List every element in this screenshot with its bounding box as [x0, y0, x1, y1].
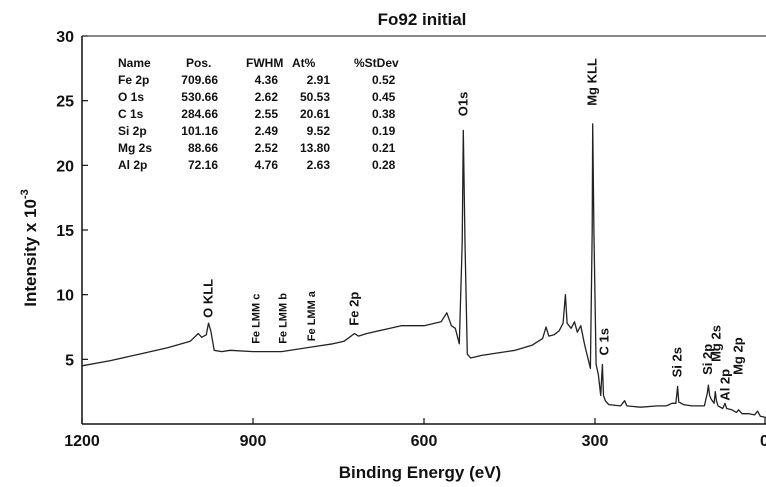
y-tick-label: 10: [56, 288, 74, 305]
table-cell: 101.16: [181, 124, 218, 138]
peak-label: Fe LMM b: [278, 293, 290, 344]
peak-label: Fe LMM c: [250, 294, 262, 344]
peak-label: Fe 2p: [347, 292, 362, 326]
table-cell: Al 2p: [118, 158, 147, 172]
spectrum-line: [81, 123, 766, 419]
table-header: %StDev: [354, 56, 399, 70]
x-tick-label: 900: [240, 433, 267, 450]
y-axis-label-group: Intensity x 10-3: [19, 189, 40, 307]
table-cell: 530.66: [181, 90, 218, 104]
table-cell: 2.63: [307, 158, 331, 172]
y-tick-label: 5: [65, 352, 74, 369]
table-cell: 0.45: [372, 90, 396, 104]
peak-label: Mg 2s: [708, 325, 723, 362]
table-header: At%: [292, 56, 316, 70]
peak-label: O KLL: [201, 279, 216, 318]
table-cell: 88.66: [188, 141, 218, 155]
peak-label: C 1s: [597, 328, 612, 355]
x-tick-label: 1200: [64, 433, 100, 450]
x-tick-label: 0: [760, 433, 766, 450]
table-cell: 2.49: [255, 124, 279, 138]
table-cell: Si 2p: [118, 124, 147, 138]
peak-label: Si 2p: [700, 344, 715, 375]
peak-label: Si 2s: [670, 347, 685, 377]
y-ticks: 5 10 15 20 25 30: [56, 29, 88, 369]
table-cell: 0.28: [372, 158, 396, 172]
peak-label: Mg KLL: [585, 58, 600, 106]
table-cell: 13.80: [300, 141, 330, 155]
x-tick-label: 600: [411, 433, 438, 450]
table-cell: 709.66: [181, 73, 218, 87]
table-cell: 2.91: [307, 73, 331, 87]
table-header: Pos.: [186, 56, 211, 70]
table-cell: Fe 2p: [118, 73, 149, 87]
table-cell: O 1s: [118, 90, 144, 104]
table-cell: 2.52: [255, 141, 279, 155]
table-cell: 72.16: [188, 158, 218, 172]
peak-label: Al 2p: [718, 369, 733, 401]
table-cell: 2.55: [255, 107, 279, 121]
y-tick-label: 25: [56, 94, 74, 111]
table-cell: Mg 2s: [118, 141, 152, 155]
table-header: Name: [118, 56, 151, 70]
peak-label: O1s: [455, 92, 470, 117]
y-tick-label: 15: [56, 223, 74, 240]
y-axis-label-exponent: -3: [19, 189, 31, 199]
x-axis-label: Binding Energy (eV): [339, 463, 501, 482]
table-cell: 20.61: [300, 107, 330, 121]
table-cell: 4.36: [255, 73, 279, 87]
x-ticks: 1200 900 600 300 0: [64, 418, 766, 450]
y-tick-label: 30: [56, 29, 74, 46]
y-axis-label: Intensity x 10-3: [19, 189, 40, 307]
table-cell: C 1s: [118, 107, 144, 121]
table-cell: 0.38: [372, 107, 396, 121]
table-cell: 50.53: [300, 90, 330, 104]
table-cell: 4.76: [255, 158, 279, 172]
table-cell: 0.19: [372, 124, 396, 138]
peak-label: Fe LMM a: [306, 290, 318, 341]
table-cell: 2.62: [255, 90, 279, 104]
y-tick-label: 20: [56, 158, 74, 175]
x-tick-label: 300: [582, 433, 609, 450]
table-cell: 0.21: [372, 141, 396, 155]
table-cell: 0.52: [372, 73, 396, 87]
chart-title: Fo92 initial: [378, 10, 467, 29]
peak-labels: O KLL Fe LMM c Fe LMM b Fe LMM a Fe 2p O1s Mg …: [201, 58, 746, 401]
table-cell: 9.52: [307, 124, 331, 138]
y-axis-label-text: Intensity x 10: [21, 199, 40, 307]
peak-label: Mg 2p: [731, 337, 746, 375]
table-cell: 284.66: [181, 107, 218, 121]
table-header: FWHM: [246, 56, 283, 70]
quantification-table: Name Pos. FWHM At% %StDev Fe 2p 709.66 4.36 2.91…: [118, 56, 399, 172]
